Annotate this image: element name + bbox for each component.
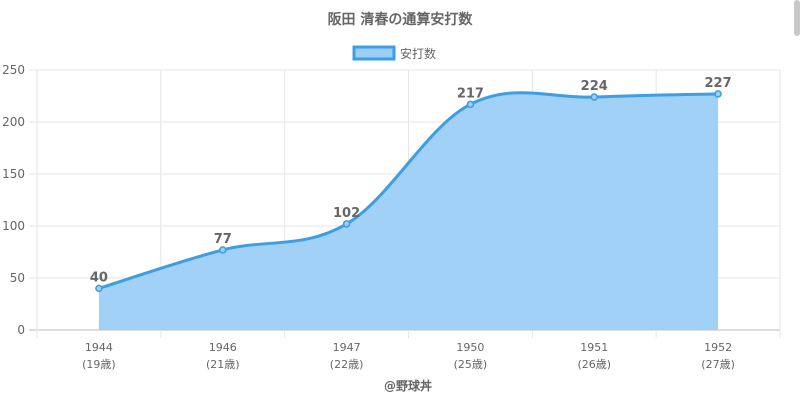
series-line [98, 91, 719, 290]
data-label: 102 [333, 206, 360, 221]
data-point [219, 246, 227, 254]
data-label: 217 [457, 86, 484, 101]
y-tick-label: 50 [10, 271, 25, 285]
x-tick-sublabel: (25歳) [454, 358, 488, 371]
legend[interactable]: 安打数 [352, 45, 436, 61]
x-tick-label: 1947 [333, 341, 361, 354]
x-tick-sublabel: (27歳) [701, 358, 735, 371]
data-point [590, 93, 598, 101]
legend-swatch [352, 45, 396, 61]
data-label: 227 [705, 76, 732, 91]
data-label: 77 [214, 232, 232, 247]
data-points [95, 90, 722, 293]
data-point [714, 90, 722, 98]
x-axis-ticks: 1944 (19歳) 1946 (21歳) 1947 (22歳) 1950 (25歳) 1951… [82, 341, 735, 371]
data-label: 224 [581, 79, 608, 94]
data-point [95, 284, 103, 293]
y-tick-label: 250 [2, 63, 25, 77]
x-tick-label: 1952 [704, 341, 732, 354]
data-labels: 40 77 102 217 224 227 [90, 76, 732, 285]
y-tick-label: 0 [17, 323, 25, 337]
y-tick-label: 100 [2, 219, 25, 233]
data-label: 40 [90, 270, 108, 285]
x-tick-sublabel: (26歳) [577, 358, 611, 371]
legend-label: 安打数 [400, 46, 436, 61]
x-tick-sublabel: (21歳) [206, 358, 240, 371]
x-tick-sublabel: (19歳) [82, 358, 116, 371]
chart-title: 阪田 清春の通算安打数 [328, 11, 474, 28]
y-tick-label: 150 [2, 167, 25, 181]
credit-text: @野球丼 [384, 378, 432, 393]
x-tick-label: 1946 [209, 341, 237, 354]
data-point [342, 220, 351, 228]
x-tick-label: 1944 [85, 341, 113, 354]
x-tick-sublabel: (22歳) [330, 358, 364, 371]
x-tick-label: 1951 [580, 341, 608, 354]
y-tick-label: 200 [2, 115, 25, 129]
y-axis-ticks: 0 50 100 150 200 250 [2, 63, 25, 337]
data-point [466, 100, 475, 109]
scrollbar[interactable] [794, 0, 800, 36]
x-tick-label: 1950 [456, 341, 484, 354]
area-fill [98, 92, 719, 331]
